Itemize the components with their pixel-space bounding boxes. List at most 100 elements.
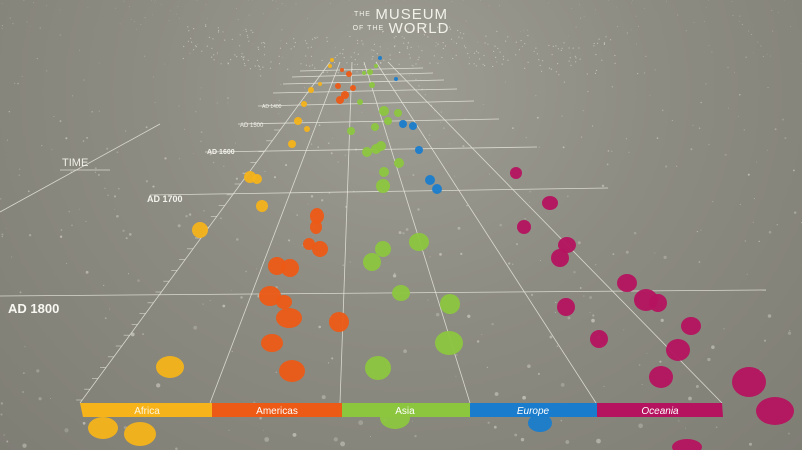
object-dot-europe[interactable]: [432, 184, 442, 194]
object-dot-africa[interactable]: [328, 64, 332, 68]
object-dot-americas[interactable]: [340, 68, 344, 72]
object-dot-europe[interactable]: [425, 175, 435, 185]
background-particle: [784, 0, 786, 1]
object-dot-oceania[interactable]: [666, 339, 690, 361]
object-dot-americas[interactable]: [329, 312, 349, 332]
legend-swatch[interactable]: [342, 403, 470, 417]
object-dot-europe[interactable]: [409, 122, 417, 130]
object-dot-africa[interactable]: [124, 422, 156, 446]
legend-item-africa[interactable]: Africa: [80, 403, 212, 417]
object-dot-asia[interactable]: [394, 158, 404, 168]
object-dot-americas[interactable]: [259, 286, 281, 306]
object-dot-americas[interactable]: [310, 208, 324, 224]
region-legend[interactable]: Africa Americas Asia Europe Oceania: [80, 403, 723, 417]
object-dot-oceania[interactable]: [756, 397, 794, 425]
object-dot-asia[interactable]: [376, 179, 390, 193]
object-dot-asia[interactable]: [365, 356, 391, 380]
object-dot-africa[interactable]: [294, 117, 302, 125]
object-dot-africa[interactable]: [308, 87, 314, 93]
object-dot-asia[interactable]: [409, 233, 429, 251]
background-particle: [521, 46, 523, 48]
object-dot-oceania[interactable]: [590, 330, 608, 348]
object-dot-americas[interactable]: [261, 334, 283, 352]
object-dot-africa[interactable]: [330, 58, 334, 62]
legend-item-oceania[interactable]: Oceania: [597, 403, 723, 417]
background-particle: [455, 54, 457, 57]
object-dot-asia[interactable]: [392, 285, 410, 301]
object-dot-asia[interactable]: [379, 167, 389, 177]
object-dot-europe[interactable]: [394, 77, 398, 81]
object-dot-oceania[interactable]: [681, 317, 701, 335]
object-dot-africa[interactable]: [256, 200, 268, 212]
object-dot-africa[interactable]: [288, 140, 296, 148]
object-dot-oceania[interactable]: [558, 237, 576, 253]
object-dot-asia[interactable]: [375, 241, 391, 257]
legend-item-asia[interactable]: Asia: [342, 403, 470, 417]
object-dot-oceania[interactable]: [732, 367, 766, 397]
object-dot-africa[interactable]: [156, 356, 184, 378]
object-dot-oceania[interactable]: [672, 439, 702, 450]
object-dot-africa[interactable]: [252, 174, 262, 184]
background-particle: [1, 3, 3, 5]
legend-swatch[interactable]: [597, 403, 723, 417]
object-dot-americas[interactable]: [279, 360, 305, 382]
legend-item-europe[interactable]: Europe: [470, 403, 597, 417]
legend-swatch[interactable]: [470, 403, 597, 417]
object-dot-asia[interactable]: [363, 253, 381, 271]
object-dot-americas[interactable]: [310, 220, 322, 234]
object-dot-asia[interactable]: [379, 106, 389, 116]
object-dot-asia[interactable]: [347, 127, 355, 135]
object-dot-europe[interactable]: [399, 120, 407, 128]
object-dot-asia[interactable]: [440, 294, 460, 314]
object-dot-oceania[interactable]: [557, 298, 575, 316]
background-particle: [175, 447, 178, 450]
background-particle: [457, 29, 459, 32]
object-dot-africa[interactable]: [318, 82, 322, 86]
object-dot-africa[interactable]: [88, 417, 118, 439]
object-dot-africa[interactable]: [301, 101, 307, 107]
object-dot-asia[interactable]: [371, 123, 379, 131]
object-dot-americas[interactable]: [335, 83, 341, 89]
object-dot-oceania[interactable]: [551, 249, 569, 267]
object-dot-americas[interactable]: [281, 259, 299, 277]
legend-item-americas[interactable]: Americas: [212, 403, 342, 417]
object-dot-asia[interactable]: [435, 331, 463, 355]
object-dot-oceania[interactable]: [517, 220, 531, 234]
legend-swatch[interactable]: [80, 403, 212, 417]
museum-of-the-world-logo[interactable]: THE MUSEUM OF THE WORLD: [0, 7, 802, 36]
object-dot-asia[interactable]: [374, 64, 378, 68]
background-particle: [169, 10, 171, 12]
object-dot-oceania[interactable]: [617, 274, 637, 292]
object-dot-europe[interactable]: [528, 414, 552, 432]
object-dot-europe[interactable]: [378, 56, 382, 60]
object-dot-europe[interactable]: [415, 146, 423, 154]
object-dot-asia[interactable]: [357, 99, 363, 105]
object-dot-americas[interactable]: [276, 295, 292, 309]
object-dot-oceania[interactable]: [649, 366, 673, 388]
object-dot-americas[interactable]: [312, 241, 328, 257]
object-dot-africa[interactable]: [304, 126, 310, 132]
object-dot-americas[interactable]: [336, 96, 344, 104]
object-dot-americas[interactable]: [346, 71, 352, 77]
background-particle: [603, 43, 606, 46]
object-dot-americas[interactable]: [341, 91, 349, 99]
object-dot-asia[interactable]: [384, 117, 392, 125]
object-dot-asia[interactable]: [369, 82, 375, 88]
object-dot-americas[interactable]: [303, 238, 315, 250]
background-particle: [256, 59, 258, 62]
object-dot-africa[interactable]: [192, 222, 208, 238]
object-dot-asia[interactable]: [362, 147, 372, 157]
object-dot-oceania[interactable]: [510, 167, 522, 179]
object-dot-americas[interactable]: [276, 308, 302, 328]
object-dots[interactable]: [88, 56, 794, 450]
object-dot-asia[interactable]: [376, 141, 386, 151]
object-dot-asia[interactable]: [362, 71, 366, 75]
object-dot-oceania[interactable]: [649, 294, 667, 312]
object-dot-asia[interactable]: [394, 109, 402, 117]
object-dot-asia[interactable]: [367, 69, 373, 75]
object-dot-americas[interactable]: [350, 85, 356, 91]
object-dot-oceania[interactable]: [542, 196, 558, 210]
legend-swatch[interactable]: [212, 403, 342, 417]
